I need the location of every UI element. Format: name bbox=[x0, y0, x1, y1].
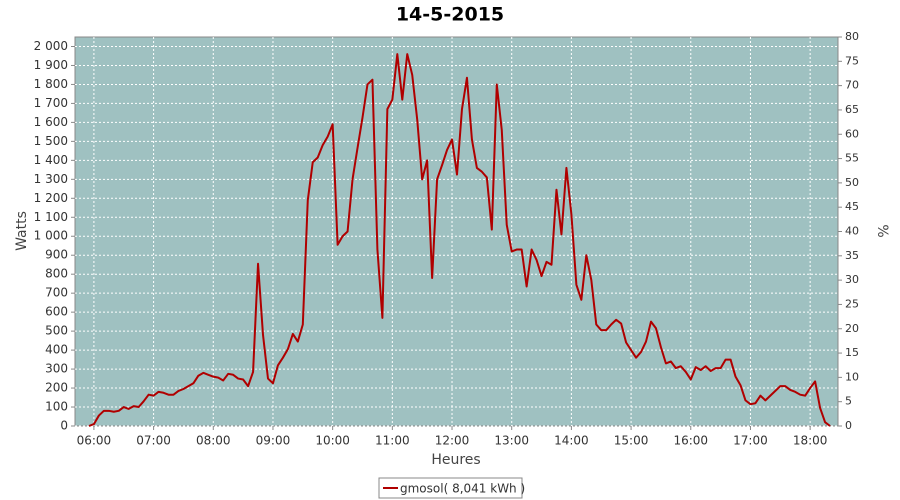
y2-tick-label: 75 bbox=[845, 54, 859, 67]
y-tick-label: 1 100 bbox=[34, 210, 68, 224]
y-tick-label: 800 bbox=[45, 267, 68, 281]
x-tick-label: 09:00 bbox=[256, 434, 291, 448]
y-tick-label: 100 bbox=[45, 400, 68, 414]
y2-tick-label: 5 bbox=[845, 395, 852, 408]
y-tick-label: 1 300 bbox=[34, 172, 68, 186]
y2-tick-label: 55 bbox=[845, 152, 859, 165]
y2-tick-label: 70 bbox=[845, 79, 859, 92]
y2-tick-label: 20 bbox=[845, 322, 859, 335]
x-tick-label: 15:00 bbox=[614, 434, 649, 448]
y-tick-label: 1 400 bbox=[34, 153, 68, 167]
x-tick-label: 11:00 bbox=[375, 434, 410, 448]
y2-tick-label: 40 bbox=[845, 225, 859, 238]
x-tick-label: 06:00 bbox=[77, 434, 112, 448]
y2-tick-label: 10 bbox=[845, 370, 859, 383]
y2-tick-label: 15 bbox=[845, 346, 859, 359]
y-tick-label: 1 200 bbox=[34, 191, 68, 205]
y2-tick-label: 50 bbox=[845, 176, 859, 189]
legend-label: gmosol( 8,041 kWh ) bbox=[400, 482, 525, 496]
y2-tick-label: 30 bbox=[845, 273, 859, 286]
y2-tick-label: 80 bbox=[845, 30, 859, 43]
y2-axis-title: % bbox=[874, 224, 890, 237]
x-tick-label: 10:00 bbox=[315, 434, 350, 448]
y-tick-label: 1 900 bbox=[34, 58, 68, 72]
x-tick-label: 14:00 bbox=[554, 434, 589, 448]
y-tick-label: 0 bbox=[60, 419, 68, 433]
x-tick-label: 13:00 bbox=[494, 434, 529, 448]
y2-tick-label: 0 bbox=[845, 419, 852, 432]
x-tick-label: 08:00 bbox=[196, 434, 231, 448]
y-tick-label: 200 bbox=[45, 381, 68, 395]
y-tick-label: 1 600 bbox=[34, 115, 68, 129]
chart-title: 14-5-2015 bbox=[396, 4, 504, 26]
y2-tick-label: 35 bbox=[845, 249, 859, 262]
x-tick-label: 12:00 bbox=[435, 434, 470, 448]
y2-tick-label: 45 bbox=[845, 200, 859, 213]
x-axis-title: Heures bbox=[431, 452, 480, 468]
y-tick-label: 1 000 bbox=[34, 229, 68, 243]
y-tick-label: 700 bbox=[45, 286, 68, 300]
y-tick-label: 500 bbox=[45, 324, 68, 338]
y-tick-label: 400 bbox=[45, 343, 68, 357]
x-tick-label: 18:00 bbox=[793, 434, 828, 448]
y2-tick-label: 65 bbox=[845, 103, 859, 116]
y-tick-label: 300 bbox=[45, 362, 68, 376]
plot-area bbox=[74, 36, 839, 427]
x-tick-label: 16:00 bbox=[673, 434, 708, 448]
y-axis-title: Watts bbox=[14, 211, 30, 251]
y-tick-label: 1 700 bbox=[34, 96, 68, 110]
x-tick-label: 07:00 bbox=[136, 434, 171, 448]
y-tick-label: 1 500 bbox=[34, 134, 68, 148]
x-tick-label: 17:00 bbox=[733, 434, 768, 448]
data-line bbox=[88, 53, 831, 427]
y2-tick-label: 25 bbox=[845, 297, 859, 310]
y-tick-label: 1 800 bbox=[34, 77, 68, 91]
y-tick-label: 2 000 bbox=[34, 39, 68, 53]
legend bbox=[378, 477, 523, 499]
y-tick-label: 900 bbox=[45, 248, 68, 262]
y-tick-label: 600 bbox=[45, 305, 68, 319]
y2-tick-label: 60 bbox=[845, 127, 859, 140]
